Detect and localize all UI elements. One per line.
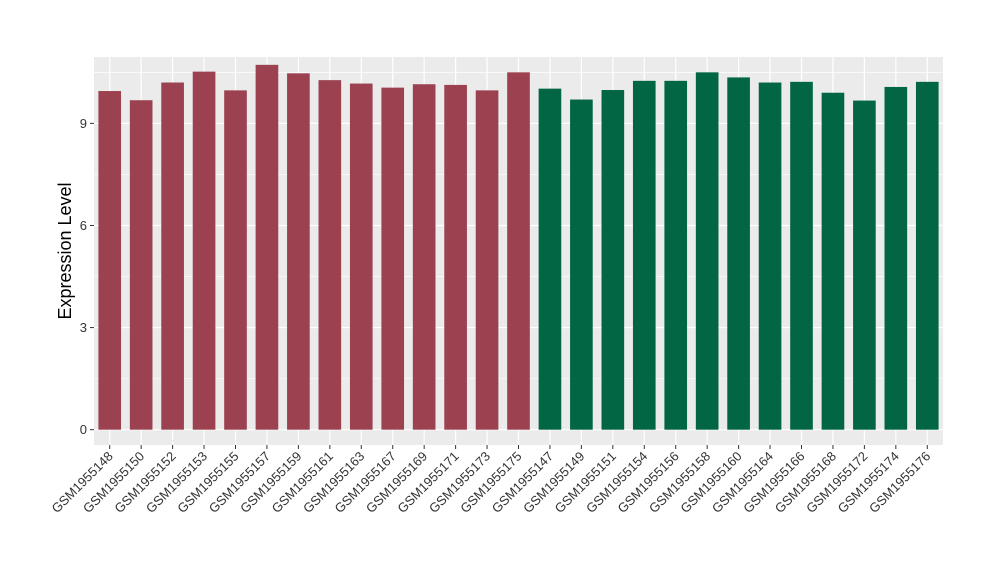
y-tick-label: 3 — [80, 320, 87, 335]
bar-GSM1955168 — [821, 92, 845, 430]
bar-GSM1955173 — [475, 90, 499, 430]
x-axis: GSM1955148GSM1955150GSM1955152GSM1955153… — [49, 445, 933, 516]
bar-GSM1955153 — [192, 71, 216, 430]
bar-GSM1955157 — [255, 64, 279, 430]
bar-GSM1955174 — [884, 86, 908, 430]
bar-GSM1955163 — [349, 83, 373, 430]
bar-GSM1955164 — [758, 82, 782, 430]
bar-GSM1955167 — [381, 87, 405, 430]
y-axis-title: Expression Level — [55, 182, 75, 319]
bar-GSM1955154 — [632, 80, 656, 430]
y-tick-label: 0 — [80, 422, 87, 437]
bar-GSM1955175 — [507, 72, 530, 430]
y-axis: 0 3 6 9 — [80, 116, 94, 437]
bar-GSM1955155 — [224, 90, 247, 430]
bar-GSM1955166 — [790, 81, 813, 430]
bar-GSM1955147 — [538, 88, 562, 430]
bars — [98, 64, 939, 430]
bar-GSM1955156 — [664, 80, 688, 430]
bar-GSM1955158 — [695, 72, 719, 430]
bar-GSM1955151 — [601, 90, 625, 430]
y-tick-label: 6 — [80, 218, 87, 233]
bar-GSM1955150 — [129, 100, 153, 430]
bar-GSM1955171 — [444, 84, 467, 430]
bar-GSM1955159 — [287, 73, 310, 430]
bar-GSM1955176 — [915, 81, 939, 430]
y-tick-label: 9 — [80, 116, 87, 131]
bar-GSM1955172 — [853, 100, 876, 430]
bar-GSM1955148 — [98, 91, 122, 430]
bar-GSM1955152 — [161, 82, 184, 430]
bar-GSM1955169 — [412, 84, 436, 430]
bar-GSM1955149 — [570, 99, 593, 430]
bar-GSM1955160 — [727, 77, 750, 430]
bar-GSM1955161 — [318, 80, 342, 430]
